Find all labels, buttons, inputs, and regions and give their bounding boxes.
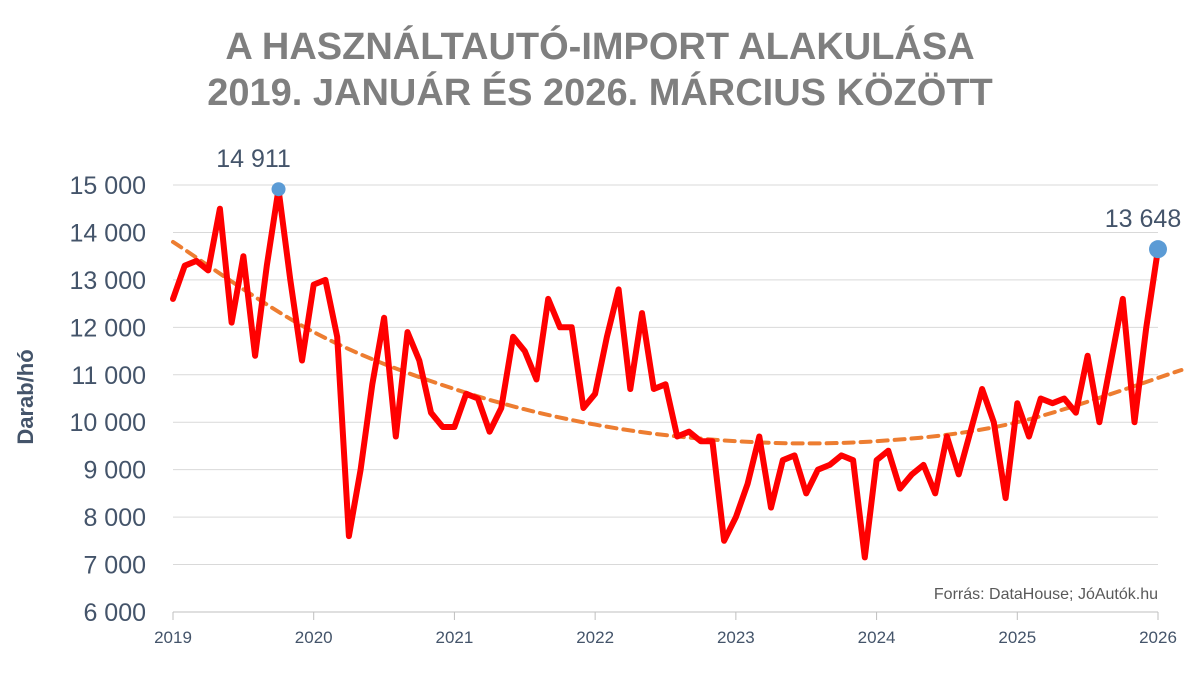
x-tick-label: 2020: [295, 628, 333, 647]
x-tick-label: 2021: [436, 628, 474, 647]
x-tick-label: 2025: [998, 628, 1036, 647]
series-layer: [170, 186, 1161, 561]
y-tick-label: 9 000: [83, 457, 146, 485]
source-note: Forrás: DataHouse; JóAutók.hu: [934, 586, 1158, 603]
x-tick-label: 2019: [154, 628, 192, 647]
annotation-marker: [1149, 240, 1167, 259]
y-tick-label: 12 000: [70, 314, 146, 342]
y-tick-label: 11 000: [71, 362, 146, 390]
x-tick-label: 2023: [717, 628, 755, 647]
gridlines: [173, 184, 1158, 613]
chart-title-line-2: 2019. JANUÁR ÉS 2026. MÁRCIUS KÖZÖTT: [207, 72, 993, 114]
chart-title-line-1: A HASZNÁLTAUTÓ-IMPORT ALAKULÁSA: [225, 26, 975, 68]
series-line: [170, 186, 1161, 561]
y-tick-label: 13 000: [70, 267, 146, 295]
trend-layer: [171, 239, 1184, 446]
annotation-marker: [271, 182, 286, 197]
annotation-label: 13 648: [1105, 205, 1181, 233]
x-axis: 2019 2020 2021 2022 2023 2024 2025 2026: [154, 611, 1177, 647]
y-axis-label: Darab/hó: [13, 349, 38, 444]
annotation-label: 14 911: [216, 145, 291, 173]
y-axis: 6 000 7 000 8 000 9 000 10 000 11 000 12 000 13…: [70, 172, 146, 627]
y-tick-label: 6 000: [83, 599, 146, 627]
y-tick-label: 15 000: [70, 172, 146, 200]
x-tick-label: 2024: [858, 628, 896, 647]
y-tick-label: 8 000: [83, 504, 146, 532]
y-tick-label: 14 000: [70, 219, 146, 247]
x-tick-label: 2022: [576, 628, 614, 647]
trend-line: [171, 239, 1184, 446]
annotations: 14 911 13 648: [216, 145, 1181, 259]
x-tick-label: 2026: [1139, 628, 1177, 647]
y-tick-label: 7 000: [83, 552, 146, 580]
y-tick-label: 10 000: [70, 409, 146, 437]
